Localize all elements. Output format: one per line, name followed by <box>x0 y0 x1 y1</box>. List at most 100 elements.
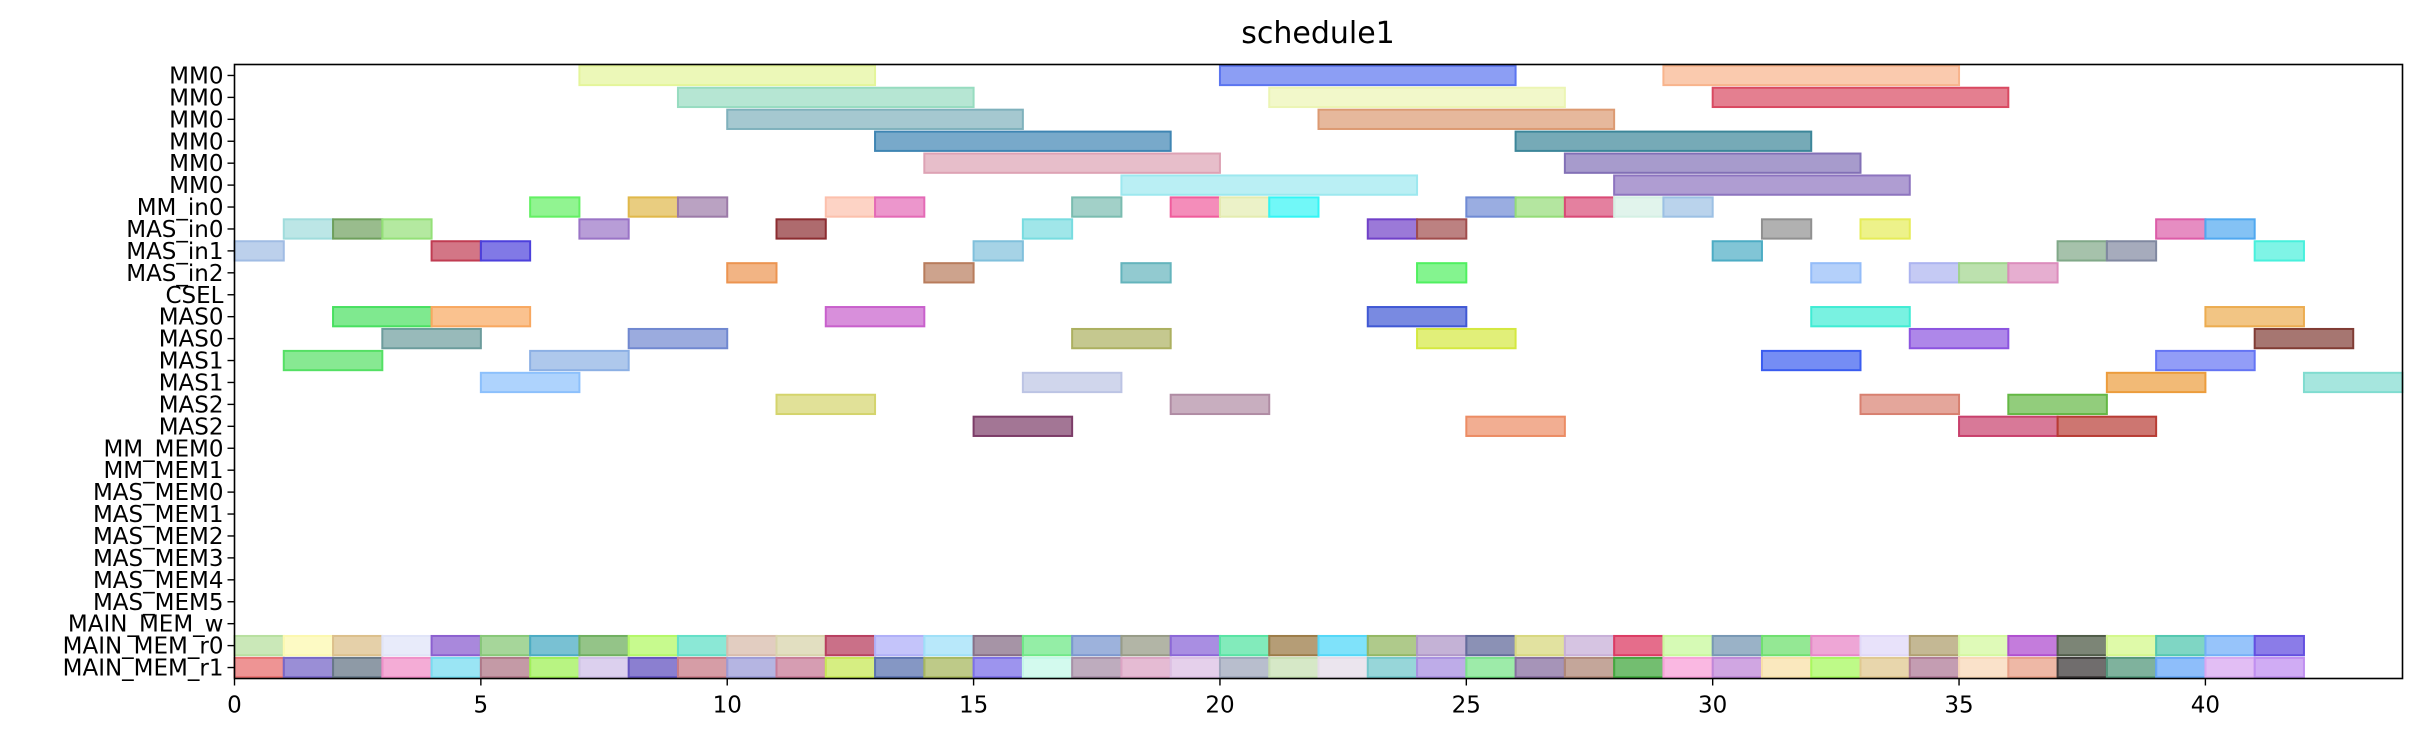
y-tick-label: MAS_in2 <box>126 261 223 287</box>
task-bar <box>972 415 1074 437</box>
y-tick-label: MM0 <box>169 129 223 155</box>
task-bar <box>2253 240 2305 262</box>
memory-cell <box>2105 656 2158 679</box>
memory-cell <box>1317 634 1369 657</box>
y-tick-label: MAIN_MEM_w <box>68 612 224 638</box>
memory-cell <box>2204 634 2256 657</box>
task-bar <box>972 240 1024 262</box>
task-bar <box>282 349 384 372</box>
memory-cell <box>923 634 975 657</box>
memory-cell <box>1613 634 1665 657</box>
task-bar <box>726 108 1024 130</box>
task-bar <box>332 306 433 328</box>
memory-cell <box>1760 656 1813 679</box>
task-bar <box>529 196 581 218</box>
y-tick-label: MM0 <box>169 173 223 199</box>
memory-cell <box>332 656 384 679</box>
memory-cell <box>381 634 433 657</box>
memory-cell <box>233 634 285 657</box>
task-bar <box>430 306 532 328</box>
memory-cell <box>1120 656 1172 679</box>
task-bar <box>1021 371 1123 394</box>
task-bar <box>529 349 630 372</box>
memory-cell <box>676 656 729 679</box>
memory-cell <box>1810 656 1862 679</box>
chart-title: schedule1 <box>1241 16 1395 51</box>
memory-cell <box>1908 634 1961 657</box>
memory-cell <box>1268 634 1320 657</box>
y-tick-label: MM_MEM0 <box>103 436 223 462</box>
x-tick-label: 15 <box>959 693 988 719</box>
memory-cell <box>430 656 482 679</box>
memory-cell <box>627 634 679 657</box>
memory-cell <box>1366 634 1419 657</box>
memory-cell <box>1711 656 1763 679</box>
task-bar <box>1218 196 1271 218</box>
memory-cell <box>1169 634 1221 657</box>
task-bar <box>2302 371 2404 394</box>
task-bar <box>1021 218 1074 240</box>
memory-cell <box>1268 656 1320 679</box>
task-bar <box>1120 174 1419 196</box>
memory-cell <box>726 656 778 679</box>
x-tick-label: 10 <box>713 693 742 719</box>
task-bar <box>2253 327 2355 350</box>
memory-cell <box>1218 634 1271 657</box>
x-tick-label: 0 <box>227 693 242 719</box>
memory-cell <box>2204 656 2256 679</box>
memory-cell <box>578 634 630 657</box>
task-bar <box>1563 152 1862 174</box>
memory-cell <box>972 656 1024 679</box>
x-tick-label: 20 <box>1205 693 1234 719</box>
task-bar <box>1218 64 1517 87</box>
memory-cell <box>2056 656 2108 679</box>
task-bar <box>2056 240 2108 262</box>
task-bar <box>1711 240 1763 262</box>
task-bar <box>1760 349 1862 372</box>
task-bar <box>1563 196 1616 218</box>
memory-cell <box>529 634 581 657</box>
task-bar <box>676 196 729 218</box>
y-tick-label: MAS_MEM3 <box>93 546 224 572</box>
task-bar <box>1958 415 2059 437</box>
task-bar <box>1711 86 2010 109</box>
task-bar <box>2155 218 2207 240</box>
y-tick-label: MM_in0 <box>137 195 224 221</box>
task-bar <box>1662 196 1714 218</box>
memory-cell <box>1120 634 1172 657</box>
y-tick-label: MM0 <box>169 107 223 133</box>
task-bar <box>1613 174 1911 196</box>
task-bar <box>332 218 384 240</box>
x-tick-label: 5 <box>474 693 489 719</box>
memory-cell <box>1071 634 1123 657</box>
task-bar <box>2007 393 2108 416</box>
x-tick-label: 30 <box>1698 693 1727 719</box>
memory-cell <box>1514 656 1566 679</box>
memory-cell <box>1366 656 1419 679</box>
memory-cell <box>1218 656 1271 679</box>
task-bar <box>627 196 679 218</box>
memory-cell <box>1859 634 1911 657</box>
task-bar <box>874 196 926 218</box>
y-tick-label: MAS2 <box>159 414 224 440</box>
task-bar <box>1366 306 1468 328</box>
memory-cells <box>233 634 2305 679</box>
y-tick-label: MAS_in1 <box>126 239 223 265</box>
memory-cell <box>233 656 285 679</box>
y-tick-label: MAS0 <box>159 305 224 331</box>
memory-cell <box>2105 634 2158 657</box>
task-bar <box>2204 218 2256 240</box>
y-tick-label: MAS1 <box>159 349 224 375</box>
memory-cell <box>1465 656 1517 679</box>
memory-cell <box>2253 634 2305 657</box>
task-bar <box>1810 306 1911 328</box>
memory-cell <box>1810 634 1862 657</box>
task-bar <box>233 240 285 262</box>
memory-cell <box>824 656 877 679</box>
y-tick-label: MAS_in0 <box>126 217 223 243</box>
memory-cell <box>2155 634 2207 657</box>
y-axis-ticks: MM0MM0MM0MM0MM0MM0MM_in0MAS_in0MAS_in1MA… <box>63 63 235 682</box>
memory-cell <box>676 634 729 657</box>
task-bar <box>1465 196 1517 218</box>
